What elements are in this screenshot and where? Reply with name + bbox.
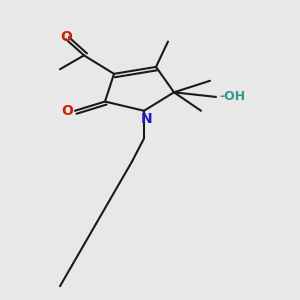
Text: O: O: [61, 104, 74, 118]
Text: O: O: [60, 30, 72, 44]
Text: N: N: [141, 112, 153, 126]
Text: -OH: -OH: [219, 90, 245, 104]
